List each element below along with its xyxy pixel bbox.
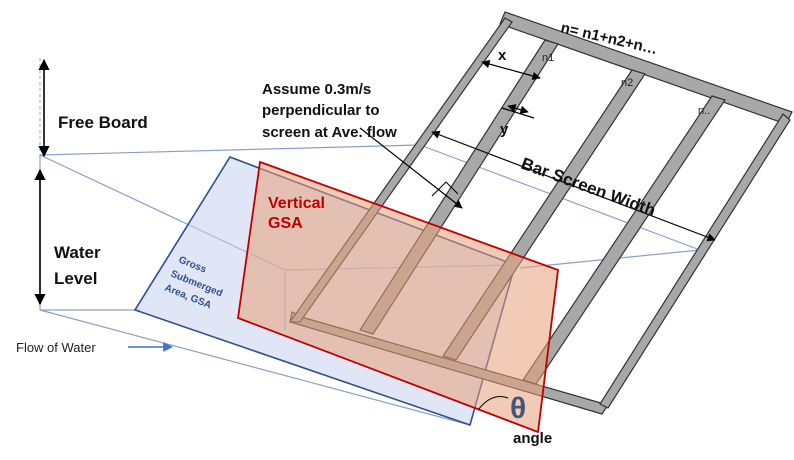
angle-arc [477, 396, 509, 411]
vertical-gsa-label-2: GSA [268, 215, 303, 232]
water-level-label-2: Level [54, 269, 97, 288]
assume-line-2: perpendicular to [262, 102, 380, 119]
bar-screen-top-rail [499, 11, 793, 125]
vertical-gsa-label-1: Vertical [268, 195, 325, 212]
y-label: y [500, 121, 509, 138]
flow-of-water-label: Flow of Water [16, 340, 96, 355]
n1-label: n1 [542, 52, 554, 64]
y-width-tick [501, 107, 535, 119]
n-dots-label: n.. [698, 105, 710, 117]
x-spacing-arrow [481, 59, 541, 81]
bar-3 [522, 95, 726, 385]
bar-screen-width-arrow [431, 130, 716, 242]
channel-top-back-edge [39, 144, 421, 156]
x-label: x [498, 47, 507, 64]
channel-floor-edge [39, 309, 471, 426]
assume-line-1: Assume 0.3m/s [262, 81, 371, 98]
free-board-label: Free Board [58, 113, 148, 132]
assume-line-3: screen at Ave. flow [262, 124, 397, 141]
n2-label: n2 [621, 77, 633, 89]
theta-label: θ [510, 392, 526, 425]
water-level-label-1: Water [54, 243, 101, 262]
bar-screen-right-frame [599, 113, 791, 409]
y-width-arrow [507, 104, 529, 114]
angle-label: angle [513, 430, 552, 447]
